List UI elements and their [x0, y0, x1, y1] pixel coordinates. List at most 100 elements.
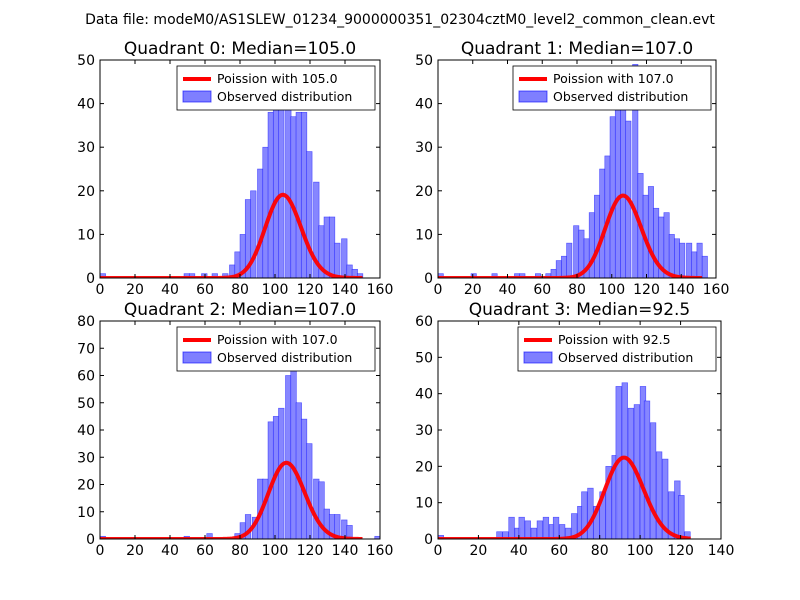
- histogram-bar: [605, 466, 612, 539]
- histogram-bar: [566, 242, 573, 278]
- histogram-bar: [267, 112, 274, 278]
- histogram-bar: [374, 535, 380, 539]
- x-tick-label: 20: [470, 543, 488, 559]
- histogram-bar: [588, 212, 595, 278]
- legend-bar-swatch: [518, 90, 548, 103]
- legend-label-observed: Observed distribution: [217, 350, 352, 365]
- x-tick-label: 60: [196, 543, 214, 559]
- histogram-bar: [614, 94, 621, 278]
- y-tick-label: 50: [77, 53, 95, 69]
- histogram-bar: [649, 422, 657, 539]
- histogram-bar: [599, 168, 606, 278]
- histogram-bar: [643, 400, 651, 539]
- subplot-quadrant-2: Quadrant 2: Median=107.00 20 40 60 80 100 120 1…: [77, 300, 393, 559]
- histogram-bar: [285, 375, 292, 539]
- histogram-bar: [691, 251, 698, 278]
- y-tick-label: 50: [77, 396, 95, 412]
- histogram-bar: [653, 207, 660, 278]
- plot-area: [100, 85, 364, 278]
- y-tick-label: 0: [424, 532, 433, 548]
- x-tick-label: 0: [434, 282, 443, 298]
- x-tick-label: 120: [297, 282, 324, 298]
- legend-label-observed: Observed distribution: [558, 350, 693, 365]
- histogram-bar: [262, 146, 269, 278]
- x-tick-label: 80: [231, 543, 249, 559]
- legend: Poission with 107.0 Observed distribution: [176, 326, 376, 372]
- legend-label-observed: Observed distribution: [217, 89, 352, 104]
- y-tick-label: 50: [415, 350, 433, 366]
- histogram-bar: [211, 273, 218, 278]
- y-tick-label: 70: [77, 341, 95, 357]
- histogram-bar: [306, 151, 313, 278]
- plot-area: [100, 342, 380, 539]
- histogram-bar: [300, 112, 308, 278]
- histogram-bar: [257, 168, 264, 278]
- x-tick-label: 0: [434, 543, 443, 559]
- histogram-bar: [621, 382, 628, 539]
- plot-title: Quadrant 0: Median=105.0: [124, 39, 356, 59]
- legend-box: [517, 326, 717, 372]
- plot-area: [438, 382, 692, 539]
- x-tick-label: 160: [703, 282, 730, 298]
- x-tick-label: 40: [161, 282, 179, 298]
- histogram-bar: [438, 273, 444, 278]
- x-tick-label: 20: [126, 282, 144, 298]
- y-tick-label: 0: [86, 532, 95, 548]
- y-tick-label: 60: [77, 369, 95, 385]
- x-tick-label: 160: [367, 543, 394, 559]
- subplot-quadrant-1: Quadrant 1: Median=107.00 20 40 60 80 100 120 1…: [415, 39, 729, 298]
- histogram-bar: [632, 64, 639, 278]
- subplot-quadrant-3: Quadrant 3: Median=92.50 20 40 60 80 100 120 14…: [415, 300, 734, 559]
- histogram-bar: [313, 478, 320, 539]
- histogram-bar: [542, 516, 550, 539]
- legend-box: [512, 65, 712, 111]
- histogram-bar: [561, 255, 568, 278]
- y-tick-label: 40: [77, 423, 95, 439]
- histogram-bar: [250, 190, 257, 278]
- y-tick-label: 40: [415, 387, 433, 403]
- y-tick-label: 20: [77, 478, 95, 494]
- figure-suptitle: Data file: modeM0/AS1SLEW_01234_90000003…: [85, 12, 715, 28]
- x-tick-label: 160: [367, 282, 394, 298]
- x-tick-label: 60: [196, 282, 214, 298]
- y-tick-label: 30: [77, 450, 95, 466]
- legend-label-poisson: Poission with 107.0: [553, 71, 674, 86]
- histogram-bar: [341, 238, 348, 278]
- y-tick-label: 30: [415, 140, 433, 156]
- x-tick-label: 80: [231, 282, 249, 298]
- histogram-bar: [278, 103, 285, 278]
- histogram-bar: [620, 103, 627, 278]
- histogram-bar: [290, 116, 297, 278]
- legend-bar-swatch: [523, 351, 553, 364]
- histogram-bar: [627, 407, 634, 539]
- histogram-bar: [696, 242, 703, 278]
- histogram-bar: [668, 234, 675, 278]
- y-tick-label: 80: [77, 314, 95, 330]
- legend: Poission with 92.5 Observed distribution: [517, 326, 717, 372]
- x-tick-label: 40: [161, 543, 179, 559]
- histogram-bar: [188, 273, 196, 278]
- histogram-bar: [594, 194, 601, 278]
- subplot-quadrant-0: Quadrant 0: Median=105.0 0 20 40 60 80 100 120 1…: [77, 39, 393, 298]
- x-tick-label: 0: [96, 282, 105, 298]
- x-tick-label: 140: [332, 282, 359, 298]
- y-tick-label: 50: [415, 53, 433, 69]
- histogram-bar: [701, 255, 708, 278]
- legend-label-poisson: Poission with 105.0: [217, 71, 338, 86]
- y-tick-label: 60: [415, 314, 433, 330]
- histogram-bar: [508, 516, 515, 539]
- legend-label-poisson: Poission with 107.0: [217, 332, 338, 347]
- histogram-bar: [100, 273, 106, 278]
- histogram-bar: [587, 487, 594, 539]
- x-tick-label: 40: [510, 543, 528, 559]
- histogram-bar: [662, 458, 669, 539]
- histogram-bar: [491, 273, 498, 278]
- plot-title: Quadrant 3: Median=92.5: [469, 300, 691, 320]
- histogram-bar: [558, 524, 566, 539]
- x-tick-label: 100: [262, 282, 289, 298]
- histogram-bar: [285, 98, 292, 278]
- legend-box: [176, 326, 376, 372]
- histogram-bar: [201, 273, 208, 278]
- y-tick-label: 0: [86, 271, 95, 287]
- y-tick-label: 0: [424, 271, 433, 287]
